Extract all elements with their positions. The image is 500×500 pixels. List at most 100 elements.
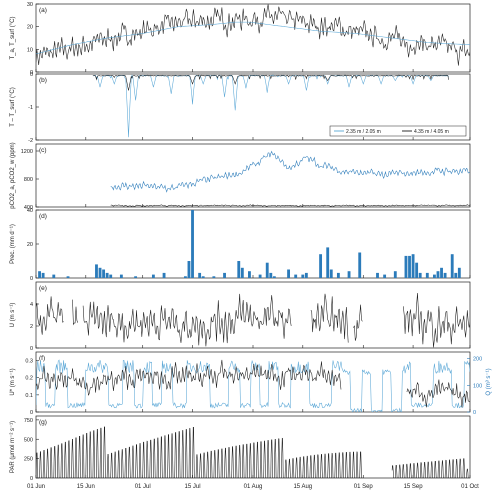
bar	[201, 276, 205, 278]
y-tick-label: 0.1	[25, 393, 33, 399]
bar	[95, 264, 98, 278]
bar	[66, 276, 70, 278]
y-tick-label: 20	[27, 25, 33, 31]
x-tick-label: 01 Jul	[135, 484, 151, 490]
panel-f: 0 0.1 0.2 0.3 (f) U* (m s⁻¹) 0 100 200 Q (m³ s⁻¹)	[10, 351, 492, 416]
panel-label: (e)	[39, 285, 47, 292]
series-line-1	[36, 426, 470, 478]
bar	[304, 272, 308, 278]
y-tick-label: 250	[24, 457, 33, 463]
y-tick-label: 400	[24, 205, 33, 211]
y-tick-label: 750	[24, 418, 33, 424]
bar	[223, 272, 226, 278]
bar	[415, 262, 419, 278]
x-tick-label: 15 Sep	[404, 484, 424, 490]
y-tick-label: 500	[24, 437, 33, 443]
bar	[191, 210, 194, 278]
series-line-2	[110, 204, 470, 207]
y2-tick-label: 200	[473, 357, 482, 363]
x-tick-label: 15 Jun	[77, 484, 95, 490]
y2-axis-label: Q (m³ s⁻¹)	[486, 368, 492, 395]
y-tick-label: 0.3	[25, 359, 33, 365]
y-tick-label: 0	[30, 276, 33, 282]
y-axis-label: Prec. (mm d⁻¹)	[10, 224, 16, 264]
bar	[301, 274, 305, 278]
x-tick-label: 01 Aug	[244, 484, 263, 490]
bar	[418, 272, 422, 278]
bar	[443, 272, 447, 278]
x-tick-label: 15 Jul	[185, 484, 201, 490]
panel-label: (f)	[39, 355, 45, 362]
bar	[404, 255, 408, 278]
bar	[265, 262, 269, 278]
bar	[258, 274, 262, 278]
y-tick-label: 0	[30, 476, 33, 482]
bar	[240, 267, 244, 278]
bar	[393, 271, 397, 278]
bar	[440, 267, 443, 278]
bar	[408, 255, 411, 278]
bar	[119, 274, 123, 278]
panel-frame	[35, 3, 471, 73]
y-tick-label: 1200	[21, 149, 33, 155]
legend-box	[329, 125, 467, 137]
bar	[38, 271, 41, 278]
y-axis-label: T_a, T_surf (°C)	[10, 17, 16, 60]
bar	[425, 272, 429, 278]
y-tick-label: 30	[27, 2, 33, 8]
bar	[183, 276, 187, 278]
y-axis-label: pCO2_a, pCO2_w (ppm)	[10, 142, 16, 208]
y-tick-label: 4	[30, 302, 33, 308]
y-tick-label: 40	[27, 208, 33, 214]
y-tick-label: -2	[28, 138, 33, 144]
y-tick-label: 20	[27, 242, 33, 248]
y2-tick-label: 0	[473, 410, 476, 416]
y-tick-label: 0	[30, 410, 33, 416]
panel-d: 0 20 40 (d) Prec. (mm d⁻¹)	[10, 208, 471, 282]
bar	[376, 272, 379, 278]
bar	[319, 254, 323, 278]
bar	[151, 274, 155, 278]
bar	[41, 272, 45, 278]
y-tick-label: 800	[24, 177, 33, 183]
bar	[454, 272, 458, 278]
bar	[198, 272, 202, 278]
bar	[109, 274, 113, 278]
y-tick-label: 0	[30, 346, 33, 352]
panel-c: 400 800 1200 (c) pCO2_a, pCO2_w (ppm)	[10, 142, 471, 211]
series-line-2	[36, 21, 470, 55]
series-line-1	[36, 292, 470, 348]
bar	[347, 271, 351, 278]
panel-label: (a)	[39, 7, 47, 14]
panel-label: (g)	[39, 419, 47, 426]
series-line-1	[110, 150, 470, 193]
series-line-1	[36, 4, 470, 66]
bar	[383, 274, 387, 278]
panel-a: 0 10 20 30 (a) T_a, T_surf (°C)	[10, 2, 471, 76]
y-tick-label: 0	[30, 72, 33, 78]
series-line-2	[36, 359, 470, 408]
bar	[187, 261, 191, 278]
bar	[336, 272, 340, 278]
y2-tick-label: 100	[473, 383, 482, 389]
bar	[436, 271, 440, 278]
panel-g: 0 250 500 750 (g) PAR (μmol m⁻² s⁻¹)	[10, 415, 471, 482]
panel-e: 0 2 4 (e) U (m s⁻¹)	[10, 281, 471, 352]
panel-label: (d)	[39, 213, 47, 220]
bar	[134, 276, 138, 278]
bar	[457, 267, 461, 278]
x-tick-label: 01 Sep	[354, 484, 374, 490]
legend-entry: 4.35 m / 4.05 m	[414, 129, 449, 135]
y-axis-label: U (m s⁻¹)	[10, 303, 16, 328]
x-tick-label: 01 Jun	[27, 484, 45, 490]
bar	[326, 247, 330, 278]
series-line-2	[92, 74, 449, 91]
bar	[105, 272, 109, 278]
bar	[287, 269, 290, 278]
panel-label: (c)	[39, 147, 47, 154]
y-axis-label: PAR (μmol m⁻² s⁻¹)	[10, 421, 16, 473]
y-tick-label: 0.2	[25, 376, 33, 382]
y-axis-label: T – T_surf (°C)	[10, 87, 16, 127]
